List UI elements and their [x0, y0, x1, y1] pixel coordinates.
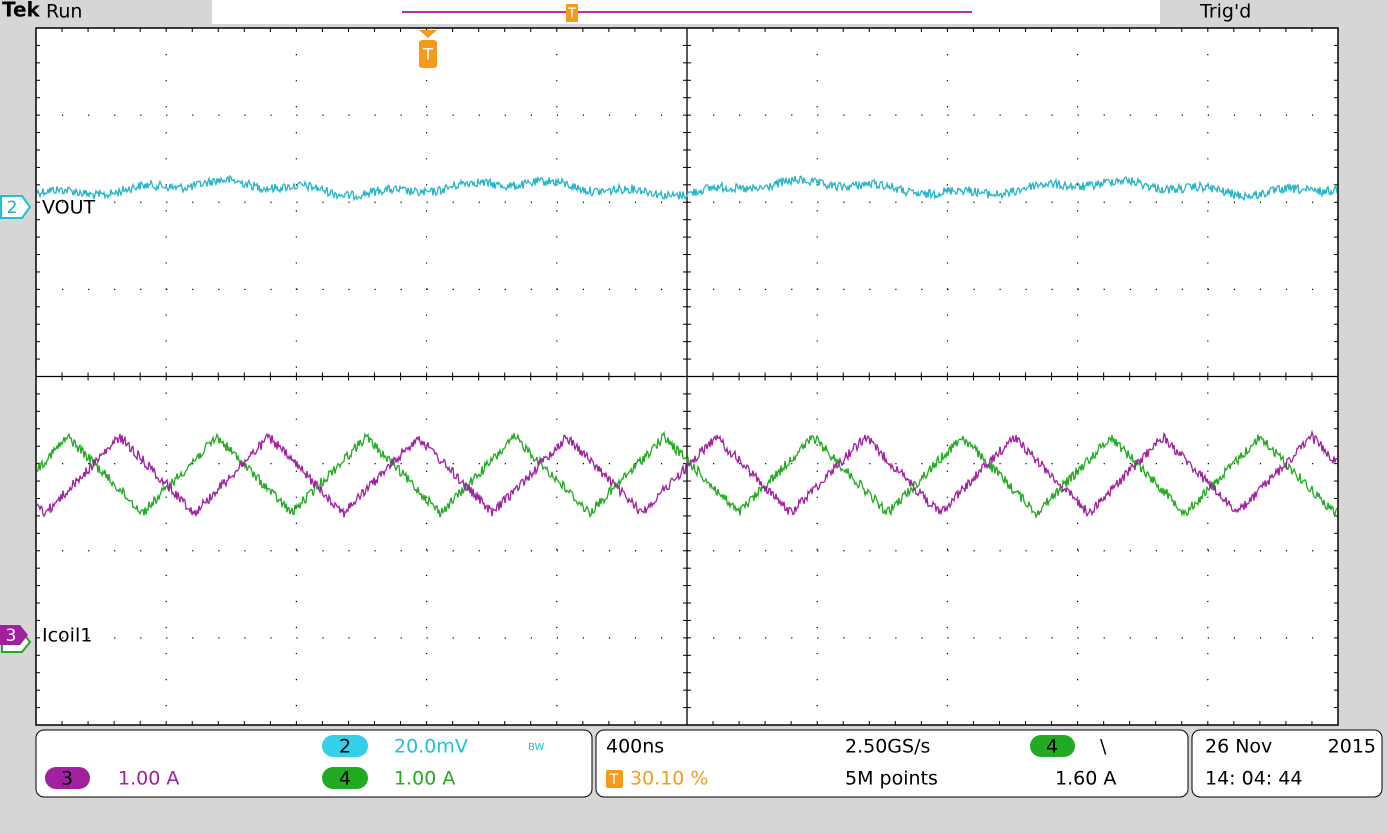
ch2-marker-number: 2: [7, 198, 18, 218]
trigger-pos-marker-top: [566, 4, 578, 22]
ch4-number: 4: [339, 768, 351, 790]
trigger-marker-top: T: [567, 7, 576, 22]
trigger-source-badge: [1030, 735, 1075, 757]
trigger-slope: \: [1100, 736, 1107, 758]
datetime-panel: [1191, 729, 1383, 798]
ch3-trace: [36, 429, 1338, 518]
date: 26 Nov: [1205, 736, 1272, 758]
ch2-trace: [36, 174, 1338, 202]
ch3-marker: [0, 625, 28, 645]
trigger-arrow: [419, 30, 437, 38]
ch2-badge: [322, 735, 368, 757]
ch4-badge: [322, 767, 368, 789]
record-length: 5M points: [845, 768, 938, 790]
year: 2015: [1328, 736, 1376, 758]
sample-rate: 2.50GS/s: [845, 736, 930, 758]
trigger-position: 30.10 %: [630, 768, 709, 790]
ch2-number: 2: [339, 736, 351, 758]
traces: [36, 174, 1338, 519]
trigger-icon: T: [609, 772, 619, 788]
ch4-scale: 1.00 A: [394, 768, 455, 790]
trace-label: VOUT: [42, 197, 96, 219]
trigger-source: 4: [1046, 736, 1058, 758]
time-scale: 400ns: [606, 736, 664, 758]
vertical-panel: [35, 729, 593, 798]
trigger-marker: T: [422, 45, 433, 64]
run-status: Run: [46, 1, 82, 23]
trigger-badge: [419, 40, 437, 68]
ch3-scale: 1.00 A: [118, 768, 179, 790]
trigger-pos-badge: [606, 770, 623, 788]
ch2-marker: [0, 195, 32, 219]
time: 14: 04: 44: [1205, 768, 1302, 790]
trigger-level: 1.60 A: [1055, 768, 1116, 790]
trace-label: Icoil1: [42, 625, 92, 647]
ch3-number: 3: [61, 768, 73, 790]
ch2-scale: 20.0mV: [394, 736, 468, 758]
bandwidth-limit: BW: [528, 742, 545, 753]
trigger-state: Trig'd: [1199, 1, 1251, 23]
ch3-badge: [45, 767, 90, 789]
brand: Tek: [2, 0, 41, 22]
ch3-marker-number: 3: [6, 626, 17, 646]
